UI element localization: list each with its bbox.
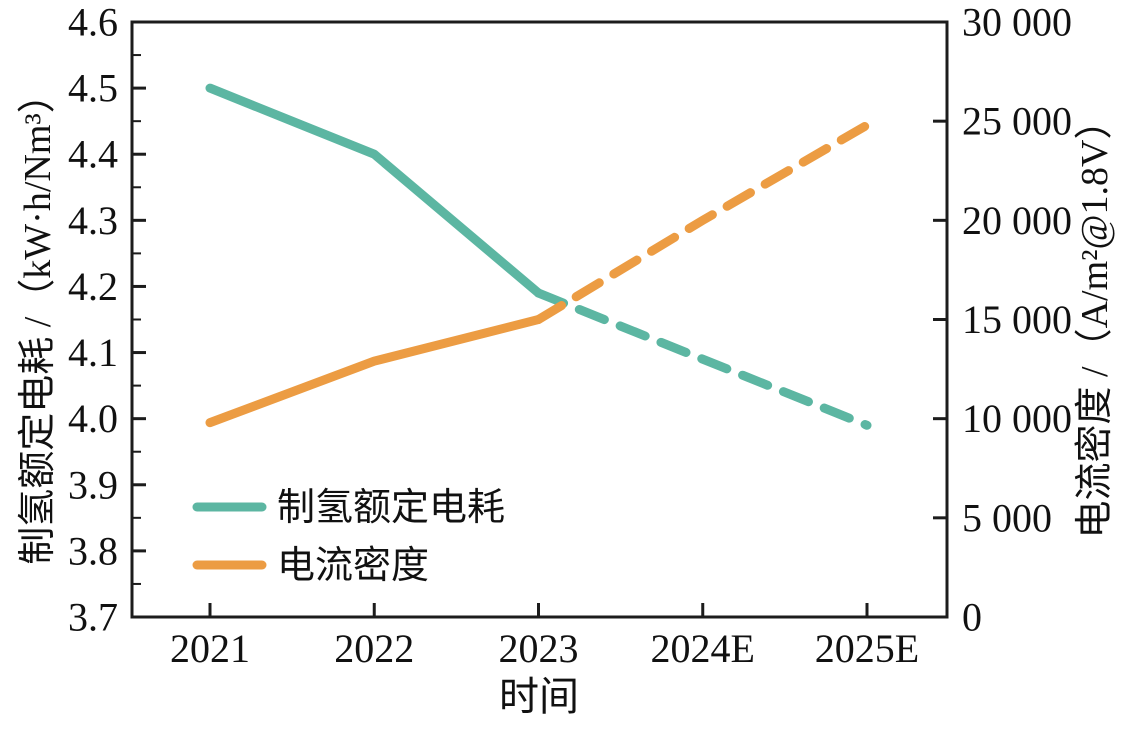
series-line-energy-consumption bbox=[205, 83, 543, 298]
x-axis-tick-label: 2021 bbox=[170, 626, 250, 671]
x-axis-tick-label: 2023 bbox=[499, 626, 579, 671]
left-axis-tick-label: 3.8 bbox=[68, 528, 118, 573]
right-axis-tick-label: 5 000 bbox=[962, 495, 1052, 540]
x-axis-tick-label: 2022 bbox=[334, 626, 414, 671]
left-axis-tick-label: 3.7 bbox=[68, 595, 118, 640]
x-axis-tick-label: 2024E bbox=[651, 626, 755, 671]
right-axis-tick-label: 25 000 bbox=[962, 99, 1072, 144]
axis-tick-labels: 4.6 4.5 4.4 4.3 4.2 4.1 4.0 3.9 3.8 3.7 30 000 25 0… bbox=[68, 0, 1072, 671]
right-axis-tick-label: 15 000 bbox=[962, 297, 1072, 342]
left-axis-title: 制氢额定电耗 /（kW·h/Nm³） bbox=[17, 75, 59, 565]
left-axis-tick-label: 4.6 bbox=[68, 0, 118, 45]
left-axis-tick-label: 4.3 bbox=[68, 198, 118, 243]
series-line-current-density-forecast bbox=[534, 120, 872, 324]
left-axis-tick-label: 4.2 bbox=[68, 264, 118, 309]
x-axis-title: 时间 bbox=[499, 674, 579, 719]
axis-ticks bbox=[132, 54, 947, 617]
right-axis-tick-label: 20 000 bbox=[962, 198, 1072, 243]
left-axis-tick-label: 4.1 bbox=[68, 330, 118, 375]
legend-label-current-density: 电流密度 bbox=[277, 545, 429, 587]
series-line-energy-consumption-forecast bbox=[534, 288, 872, 430]
right-axis-tick-label: 30 000 bbox=[962, 0, 1072, 45]
left-axis-tick-label: 4.4 bbox=[68, 132, 118, 177]
right-axis-title: 电流密度 /（A/m²@1.8V） bbox=[1074, 102, 1116, 539]
legend-swatches bbox=[192, 502, 267, 570]
left-axis-tick-label: 4.5 bbox=[68, 66, 118, 111]
right-axis-tick-label: 10 000 bbox=[962, 396, 1072, 441]
x-axis-tick-label: 2025E bbox=[815, 626, 919, 671]
legend-label-energy-consumption: 制氢额定电耗 bbox=[277, 487, 505, 529]
series-lines bbox=[205, 83, 872, 430]
left-axis-tick-label: 4.0 bbox=[68, 396, 118, 441]
left-axis-tick-label: 3.9 bbox=[68, 462, 118, 507]
series-line-current-density bbox=[205, 315, 543, 428]
right-axis-tick-label: 0 bbox=[962, 595, 982, 640]
